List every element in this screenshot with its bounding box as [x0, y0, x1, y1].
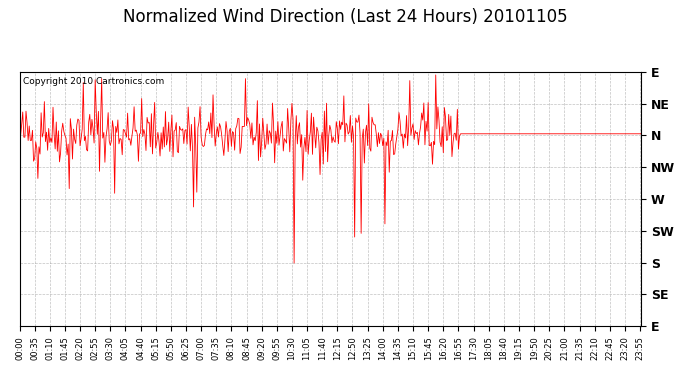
Text: Normalized Wind Direction (Last 24 Hours) 20101105: Normalized Wind Direction (Last 24 Hours…	[123, 8, 567, 26]
Text: Copyright 2010 Cartronics.com: Copyright 2010 Cartronics.com	[23, 77, 164, 86]
